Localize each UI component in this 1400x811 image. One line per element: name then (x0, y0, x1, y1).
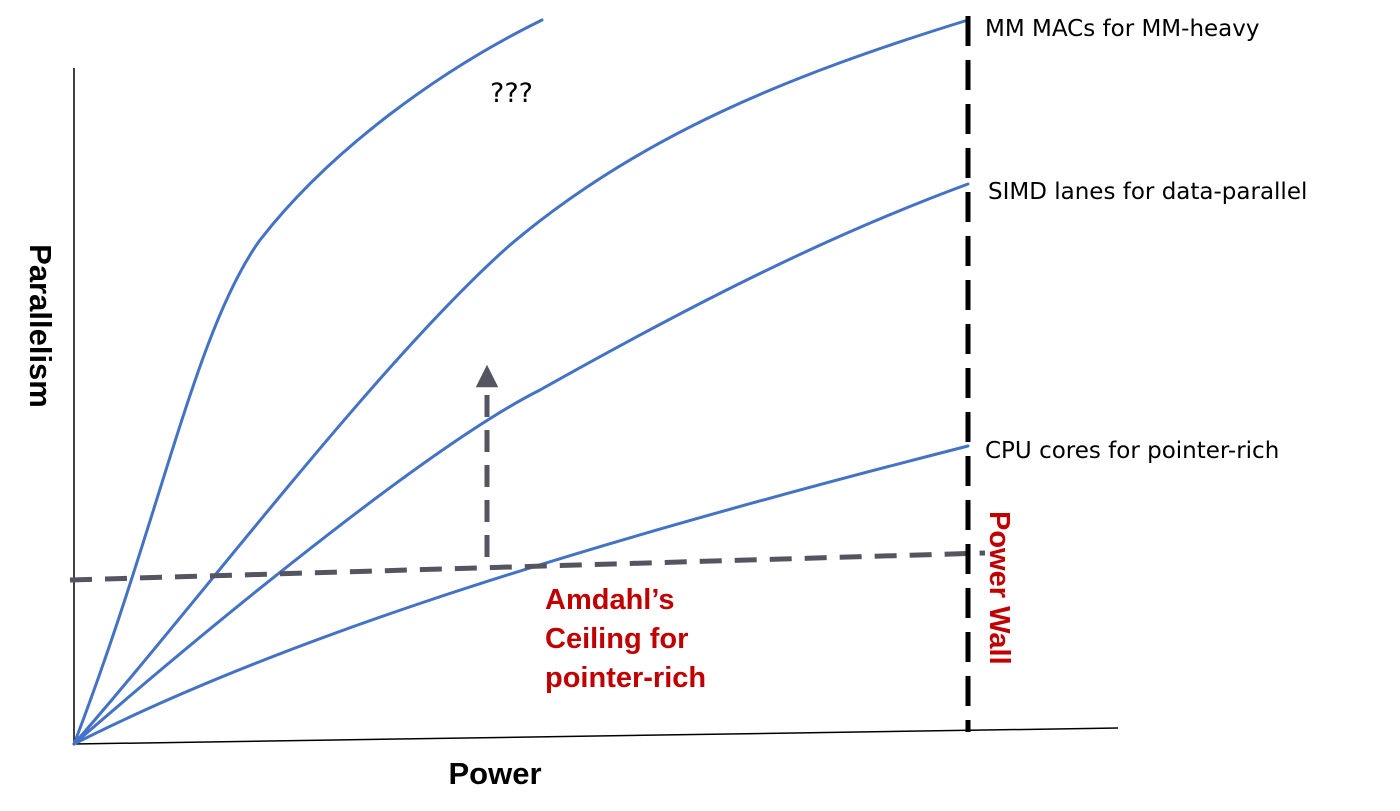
amdahl-label-line-3: pointer-rich (545, 662, 706, 694)
y-axis-title: Parallelism (23, 244, 58, 408)
x-axis-title: Power (448, 756, 541, 791)
curve-unknown (74, 20, 542, 744)
curve-cpu-cores (74, 446, 968, 744)
curve-mm-macs (74, 20, 968, 744)
amdahl-label-line-1: Amdahl’s (545, 584, 674, 616)
mm-curve-label: MM MACs for MM-heavy (985, 16, 1260, 42)
cpu-curve-label: CPU cores for pointer-rich (985, 438, 1279, 464)
amdahl-label-line-2: Ceiling for (545, 623, 688, 655)
amdahl-ceiling-label: Amdahl’s Ceiling for pointer-rich (545, 584, 706, 694)
unknown-curve-label: ??? (490, 78, 533, 109)
simd-curve-label: SIMD lanes for data-parallel (988, 179, 1307, 205)
power-wall-label: Power Wall (983, 511, 1015, 665)
amdahl-ceiling-line (70, 553, 985, 580)
x-axis (74, 728, 1118, 744)
curve-simd-lanes (74, 184, 968, 744)
